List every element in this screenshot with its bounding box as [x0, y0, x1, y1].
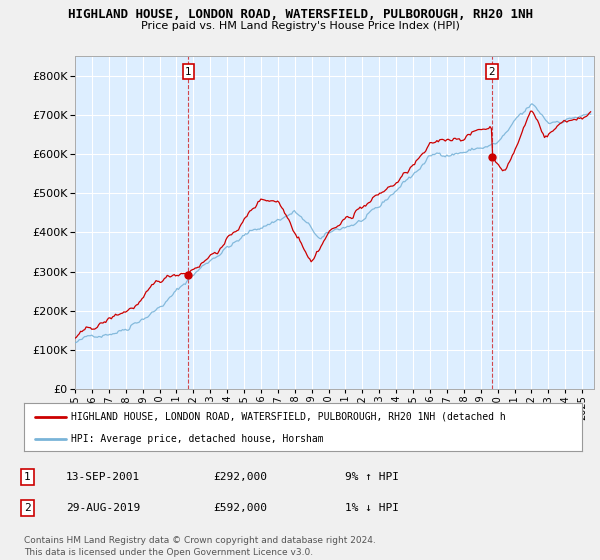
Text: HIGHLAND HOUSE, LONDON ROAD, WATERSFIELD, PULBOROUGH, RH20 1NH (detached h: HIGHLAND HOUSE, LONDON ROAD, WATERSFIELD…	[71, 412, 506, 422]
Text: £592,000: £592,000	[213, 503, 267, 513]
Text: 2: 2	[24, 503, 31, 513]
Text: Contains HM Land Registry data © Crown copyright and database right 2024.
This d: Contains HM Land Registry data © Crown c…	[24, 536, 376, 557]
Text: 1: 1	[24, 472, 31, 482]
Text: £292,000: £292,000	[213, 472, 267, 482]
Text: 9% ↑ HPI: 9% ↑ HPI	[345, 472, 399, 482]
Text: 13-SEP-2001: 13-SEP-2001	[66, 472, 140, 482]
Text: Price paid vs. HM Land Registry's House Price Index (HPI): Price paid vs. HM Land Registry's House …	[140, 21, 460, 31]
Text: HIGHLAND HOUSE, LONDON ROAD, WATERSFIELD, PULBOROUGH, RH20 1NH: HIGHLAND HOUSE, LONDON ROAD, WATERSFIELD…	[67, 8, 533, 21]
Text: 1% ↓ HPI: 1% ↓ HPI	[345, 503, 399, 513]
Text: 2: 2	[488, 67, 495, 77]
Text: 1: 1	[185, 67, 192, 77]
Text: HPI: Average price, detached house, Horsham: HPI: Average price, detached house, Hors…	[71, 434, 324, 444]
Text: 29-AUG-2019: 29-AUG-2019	[66, 503, 140, 513]
